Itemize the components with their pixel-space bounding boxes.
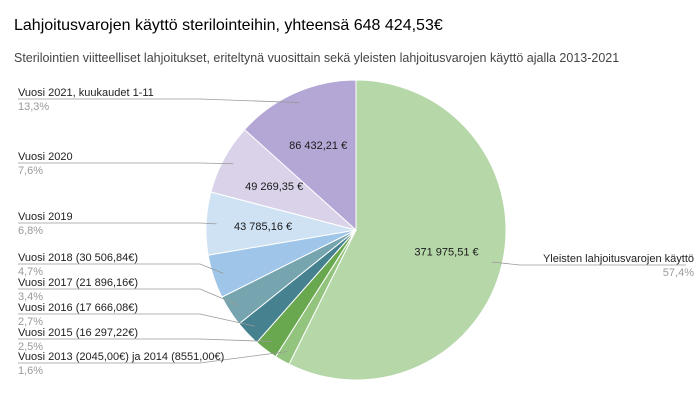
leader-line	[18, 351, 288, 364]
leader-line	[18, 338, 273, 342]
slice-percent: 2,7%	[18, 316, 43, 328]
slice-percent: 6,8%	[18, 225, 43, 237]
slice-percent: 13,3%	[18, 101, 49, 113]
slice-percent: 2,5%	[18, 341, 43, 353]
leader-line	[18, 98, 300, 103]
slice-percent: 7,6%	[18, 165, 43, 177]
slice-value-label: 43 785,16 €	[234, 221, 292, 233]
slice-percent: 4,7%	[18, 266, 43, 278]
slice-label: Vuosi 2015 (16 297,22€)	[18, 327, 138, 339]
leader-line	[18, 162, 234, 165]
slice-label: Vuosi 2018 (30 506,84€)	[18, 252, 138, 264]
slice-label: Vuosi 2020	[18, 151, 73, 163]
chart-title: Lahjoitusvarojen käyttö sterilointeihin,…	[14, 17, 443, 34]
chart-subtitle: Sterilointien viitteelliset lahjoitukset…	[14, 51, 619, 65]
slice-label: Vuosi 2019	[18, 211, 73, 223]
slice-percent: 1,6%	[18, 365, 43, 377]
leader-lines	[18, 98, 686, 364]
slice-percent: 3,4%	[18, 291, 43, 303]
pie-slices	[205, 79, 507, 381]
slice-percent: 57,4%	[663, 267, 694, 279]
slice-labels: Yleisten lahjoitusvarojen käyttö 57,4% Vuo…	[18, 87, 694, 377]
slice-label: Vuosi 2013 (2045,00€) ja 2014 (8551,00€)	[18, 351, 224, 363]
slice-value-label: 49 269,35 €	[245, 181, 303, 193]
slice-value-label: 371 975,51 €	[414, 246, 478, 258]
leader-line	[18, 288, 239, 306]
leader-line	[18, 263, 224, 274]
pie-slice-vuosi-2021-kuukaudet-1-11	[243, 79, 357, 232]
slice-value-label: 86 432,21 €	[289, 140, 347, 152]
leader-line	[18, 222, 217, 225]
slice-value-labels: 371 975,51 € 43 785,16 € 49 269,35 € 86 432…	[234, 140, 479, 258]
pie-slice-yleisten-lahjoitusvarojen-k-ytt	[288, 79, 507, 381]
slice-label: Vuosi 2016 (17 666,08€)	[18, 302, 138, 314]
slice-label: Yleisten lahjoitusvarojen käyttö	[543, 253, 694, 265]
leader-line	[491, 261, 686, 266]
slice-label: Vuosi 2017 (21 896,16€)	[18, 277, 138, 289]
leader-line	[18, 313, 256, 327]
slice-label: Vuosi 2021, kuukaudet 1-11	[18, 87, 154, 99]
